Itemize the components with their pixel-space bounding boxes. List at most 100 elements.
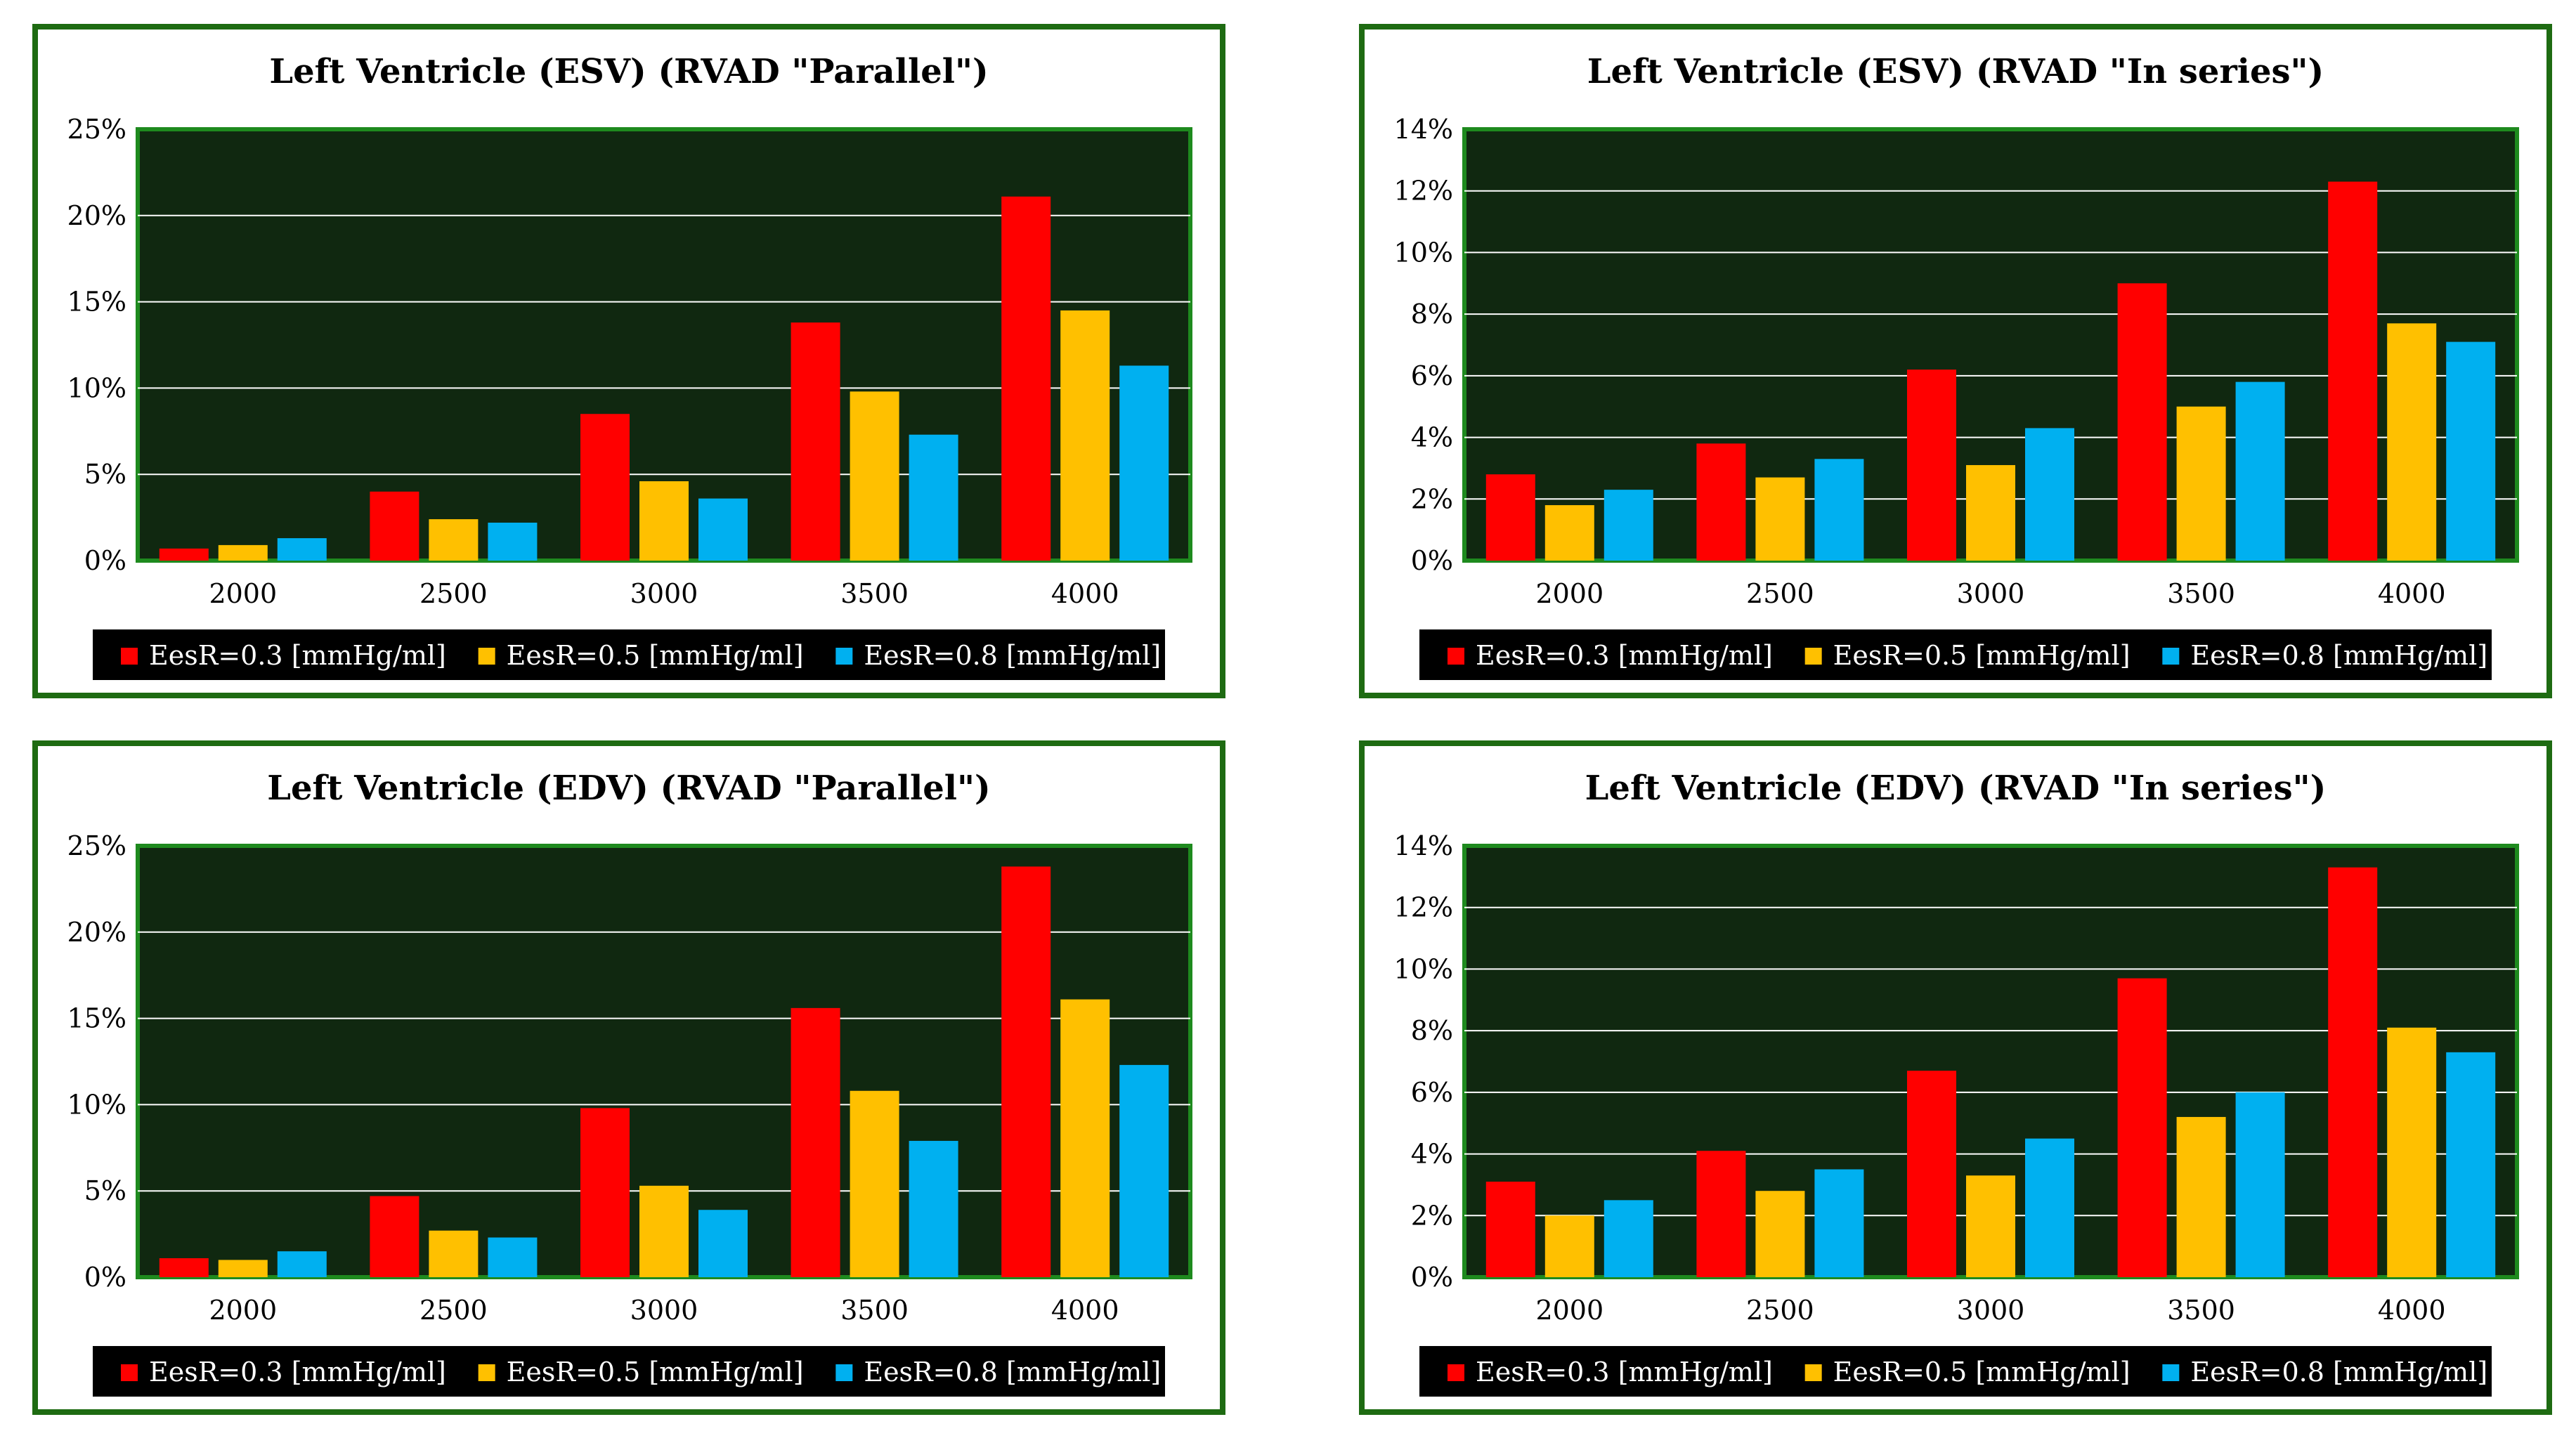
bar-series-1: [791, 1007, 840, 1277]
x-tick-label: 3000: [1957, 1295, 2025, 1326]
bar-series-3: [2025, 1138, 2074, 1277]
y-tick-label: 8%: [1411, 1015, 1453, 1046]
legend-label-2: EesR=0.5 [mmHg/ml]: [507, 1357, 804, 1387]
y-tick-label: 2%: [1411, 1200, 1453, 1231]
bar-series-3: [488, 522, 538, 561]
y-tick-label: 20%: [67, 917, 126, 948]
y-tick-label: 0%: [84, 545, 126, 576]
bar-series-1: [1907, 1071, 1956, 1277]
x-tick-label: 3500: [840, 1295, 909, 1326]
bar-series-2: [1966, 465, 2015, 561]
bar-series-2: [639, 1185, 689, 1277]
x-tick-label: 2500: [1746, 578, 1814, 609]
legend: EesR=0.3 [mmHg/ml] EesR=0.5 [mmHg/ml] EesR…: [93, 629, 1165, 680]
legend-swatch-2: [1804, 1364, 1822, 1381]
bar-series-1: [2117, 283, 2167, 561]
bar-series-2: [1544, 505, 1594, 561]
legend-label-1: EesR=0.3 [mmHg/ml]: [1476, 1357, 1773, 1387]
bar-series-3: [277, 1251, 327, 1277]
legend-label-1: EesR=0.3 [mmHg/ml]: [1476, 640, 1773, 671]
legend-swatch-3: [2162, 648, 2180, 665]
legend-label-3: EesR=0.8 [mmHg/ml]: [864, 640, 1161, 671]
legend-swatch-2: [1804, 648, 1822, 665]
chart-title: Left Ventricle (ESV) (RVAD "Parallel"): [269, 52, 988, 91]
bar-series-3: [277, 538, 327, 561]
bar-series-1: [1485, 474, 1535, 561]
bar-series-2: [2176, 406, 2226, 561]
x-tick-label: 3500: [2167, 578, 2235, 609]
bar-series-1: [2117, 978, 2167, 1277]
legend-box: [93, 629, 1165, 680]
bar-series-3: [488, 1237, 538, 1277]
legend-label-2: EesR=0.5 [mmHg/ml]: [1833, 640, 2131, 671]
x-tick-label: 2500: [1746, 1295, 1814, 1326]
y-tick-label: 14%: [1394, 830, 1453, 861]
bar-series-2: [639, 481, 689, 561]
bar-series-3: [1604, 490, 1653, 561]
bar-series-3: [1814, 459, 1864, 561]
bar-series-1: [2328, 867, 2378, 1277]
bar-series-3: [909, 1140, 958, 1277]
x-tick-label: 3000: [1957, 578, 2025, 609]
chart-esv-parallel: Left Ventricle (ESV) (RVAD "Parallel") 0%…: [32, 24, 1225, 698]
bar-series-2: [850, 391, 899, 561]
y-tick-label: 12%: [1394, 176, 1453, 207]
x-tick-label: 2000: [209, 578, 277, 609]
bar-series-2: [1755, 477, 1805, 561]
bar-series-3: [1119, 365, 1169, 561]
bar-series-1: [1485, 1182, 1535, 1277]
legend-swatch-1: [121, 648, 138, 665]
x-tick-label: 2000: [1535, 1295, 1604, 1326]
y-tick-label: 25%: [67, 114, 126, 145]
bar-series-2: [1060, 310, 1110, 561]
bar-series-3: [909, 434, 958, 561]
bar-series-1: [580, 1108, 630, 1277]
x-tick-label: 4000: [2378, 578, 2446, 609]
y-tick-label: 6%: [1411, 1077, 1453, 1108]
bar-series-3: [698, 1210, 748, 1277]
y-tick-label: 5%: [84, 1175, 126, 1206]
bar-series-3: [2235, 1092, 2285, 1277]
bar-series-3: [2235, 381, 2285, 561]
bar-series-3: [1814, 1169, 1864, 1277]
bar-series-1: [791, 322, 840, 561]
x-tick-label: 3000: [630, 1295, 698, 1326]
y-tick-label: 10%: [1394, 237, 1453, 268]
bar-series-2: [429, 519, 479, 561]
y-tick-label: 8%: [1411, 299, 1453, 329]
y-tick-label: 10%: [1394, 953, 1453, 984]
bar-series-1: [1696, 443, 1746, 561]
bar-series-1: [1001, 866, 1051, 1277]
chart-esv-in-series: Left Ventricle (ESV) (RVAD "In series") 0…: [1359, 24, 2552, 698]
legend-label-3: EesR=0.8 [mmHg/ml]: [864, 1357, 1161, 1387]
bar-series-2: [1544, 1215, 1594, 1277]
bar-series-2: [2387, 1027, 2437, 1277]
x-tick-label: 2500: [419, 578, 488, 609]
y-tick-label: 4%: [1411, 1139, 1453, 1170]
legend-label-3: EesR=0.8 [mmHg/ml]: [2190, 1357, 2487, 1387]
bar-series-1: [159, 1258, 209, 1277]
bar-series-1: [159, 548, 209, 561]
x-tick-label: 3000: [630, 578, 698, 609]
bar-series-1: [1907, 370, 1956, 561]
chart-title: Left Ventricle (EDV) (RVAD "Parallel"): [267, 769, 991, 808]
chart-edv-parallel: Left Ventricle (EDV) (RVAD "Parallel") 0%…: [32, 740, 1225, 1415]
y-tick-label: 14%: [1394, 114, 1453, 145]
x-tick-label: 4000: [1051, 1295, 1119, 1326]
y-tick-label: 20%: [67, 200, 126, 231]
x-tick-label: 2000: [1535, 578, 1604, 609]
x-tick-label: 2500: [419, 1295, 488, 1326]
bar-series-1: [2328, 181, 2378, 561]
y-tick-label: 0%: [84, 1262, 126, 1293]
legend-swatch-2: [478, 648, 495, 665]
bar-series-2: [2176, 1116, 2226, 1277]
x-tick-label: 3500: [2167, 1295, 2235, 1326]
y-tick-label: 0%: [1411, 1262, 1453, 1293]
chart-title: Left Ventricle (ESV) (RVAD "In series"): [1587, 52, 2324, 91]
y-tick-label: 10%: [67, 1089, 126, 1120]
legend-swatch-3: [835, 648, 853, 665]
x-tick-label: 3500: [840, 578, 909, 609]
legend-label-2: EesR=0.5 [mmHg/ml]: [1833, 1357, 2131, 1387]
y-tick-label: 0%: [1411, 545, 1453, 576]
chart-title: Left Ventricle (EDV) (RVAD "In series"): [1585, 769, 2327, 808]
